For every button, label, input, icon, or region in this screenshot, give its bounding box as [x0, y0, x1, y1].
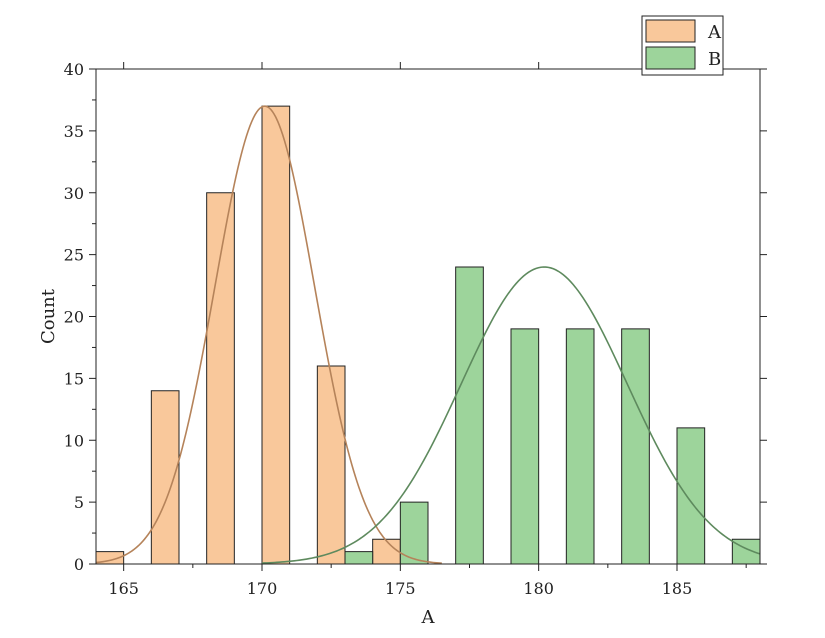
x-tick-label: 165 [108, 579, 139, 598]
y-tick-label: 35 [64, 122, 84, 141]
bar-a-2 [206, 192, 235, 565]
bar-a-1 [150, 390, 180, 565]
y-tick-label: 15 [64, 369, 84, 388]
x-tick-label: 175 [385, 579, 416, 598]
bar-b-1 [399, 501, 429, 565]
x-tick-label: 185 [662, 579, 693, 598]
fit-curve-b [261, 266, 761, 564]
legend-label-a: A [707, 22, 722, 43]
bar-a-3 [261, 105, 291, 565]
bar-b-5 [621, 328, 650, 565]
x-axis-title: A [421, 607, 436, 628]
y-tick-label: 20 [64, 308, 84, 327]
bar-a-5 [372, 538, 401, 565]
y-tick-label: 25 [64, 246, 84, 265]
bar-b-2 [455, 266, 484, 565]
y-tick-label: 30 [64, 184, 84, 203]
legend-label-b: B [708, 49, 721, 70]
x-tick-label: 170 [247, 579, 278, 598]
y-tick-label: 5 [74, 493, 84, 512]
bar-b-3 [510, 328, 540, 565]
ticks-layer: 0 5 10 15 20 25 30 35 40 165 170 175 180 185 [64, 60, 767, 598]
fit-curve-a [95, 105, 442, 564]
y-tick-label: 0 [74, 555, 84, 574]
y-tick-label: 10 [64, 431, 84, 450]
bar-a-4 [316, 365, 346, 565]
fit-curves-layer [95, 105, 761, 564]
legend-swatch-b [645, 46, 696, 70]
y-tick-label: 40 [64, 60, 84, 79]
bar-b-4 [565, 328, 595, 565]
bar-b-0 [344, 551, 374, 565]
legend: AB [641, 15, 724, 76]
bar-b-6 [676, 427, 706, 565]
legend-swatch-a [645, 19, 696, 43]
plot-frame [95, 68, 761, 565]
x-tick-label: 180 [523, 579, 554, 598]
bars-layer [95, 105, 761, 565]
y-axis-title: Count [38, 288, 59, 344]
